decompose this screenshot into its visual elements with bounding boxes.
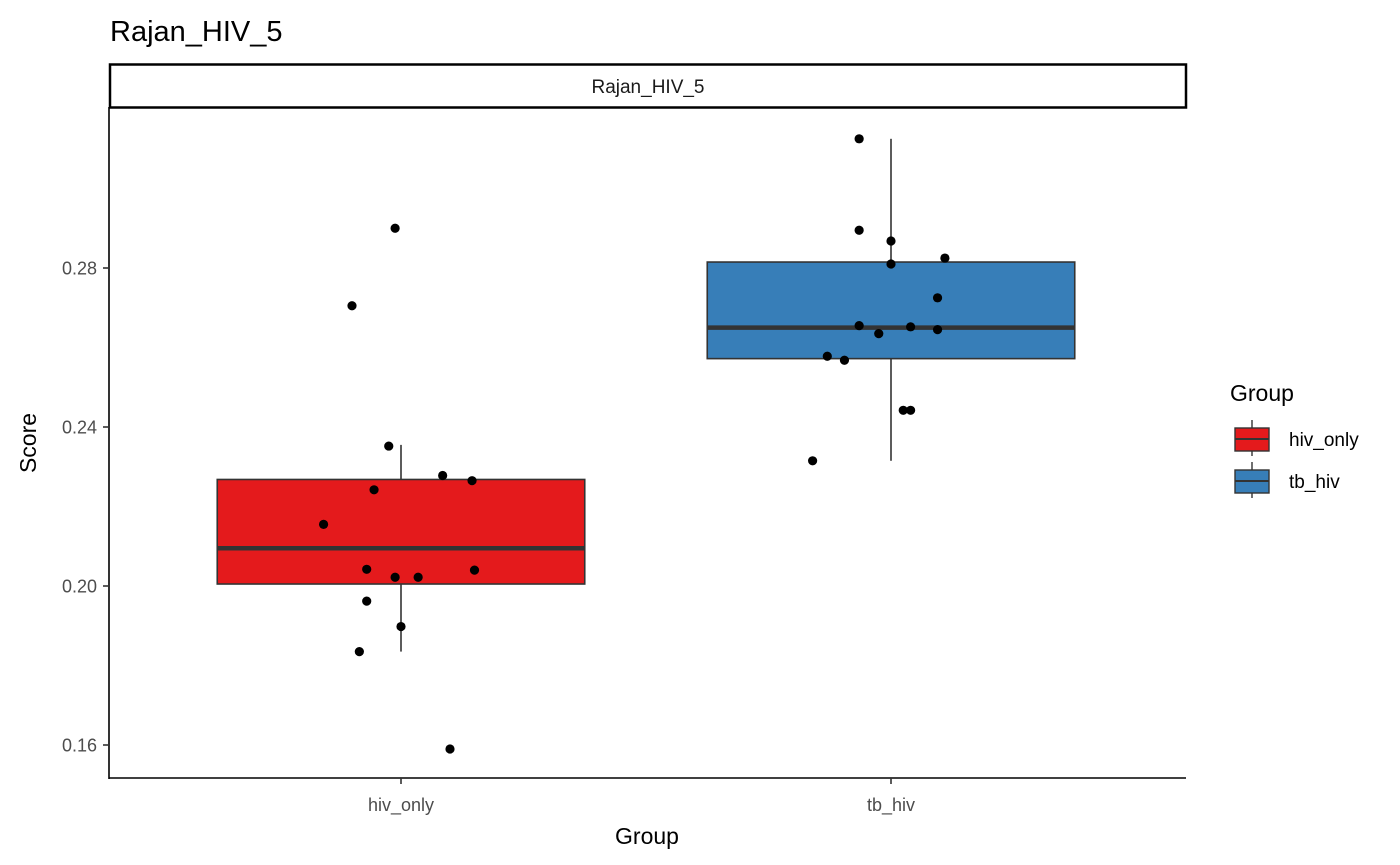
chart-title: Rajan_HIV_5 bbox=[110, 16, 283, 48]
legend-label: hiv_only bbox=[1289, 430, 1359, 451]
data-point bbox=[362, 564, 372, 574]
x-tick-label: hiv_only bbox=[368, 795, 434, 816]
data-point bbox=[396, 621, 406, 632]
data-point bbox=[362, 596, 372, 606]
y-tick-label: 0.20 bbox=[62, 577, 97, 597]
box-body bbox=[706, 261, 1076, 360]
data-point bbox=[898, 405, 908, 415]
box-tb_hiv bbox=[706, 138, 1076, 461]
data-point bbox=[469, 565, 480, 575]
data-point bbox=[808, 456, 818, 466]
y-tick-label: 0.16 bbox=[62, 736, 97, 756]
data-point bbox=[384, 441, 394, 451]
data-point bbox=[369, 485, 379, 495]
facet-strip-label: Rajan_HIV_5 bbox=[591, 77, 704, 98]
data-point bbox=[318, 519, 329, 529]
legend-item-tb_hiv: tb_hiv bbox=[1234, 462, 1340, 498]
y-axis-title: Score bbox=[15, 413, 41, 473]
x-axis-title: Group bbox=[615, 823, 679, 849]
data-point bbox=[854, 134, 864, 144]
data-point bbox=[886, 259, 896, 269]
data-point bbox=[445, 744, 455, 754]
data-point bbox=[347, 301, 357, 311]
legend-item-hiv_only: hiv_only bbox=[1234, 420, 1359, 456]
legend-label: tb_hiv bbox=[1289, 472, 1340, 493]
box-hiv_only bbox=[216, 444, 586, 652]
data-point bbox=[906, 405, 916, 415]
y-tick-label: 0.24 bbox=[62, 418, 97, 438]
data-point bbox=[839, 355, 850, 365]
data-point bbox=[932, 325, 943, 335]
data-point bbox=[932, 293, 943, 303]
facet-strip bbox=[108, 63, 1188, 109]
box-body bbox=[216, 478, 586, 585]
data-point bbox=[854, 321, 864, 331]
data-point bbox=[886, 236, 896, 246]
y-axis-ticks: 0.16 0.20 0.24 0.28 bbox=[62, 259, 109, 756]
data-point bbox=[467, 476, 477, 486]
data-point bbox=[390, 572, 400, 582]
data-point bbox=[906, 322, 916, 332]
data-point bbox=[390, 223, 400, 233]
data-point bbox=[438, 470, 448, 481]
data-point bbox=[413, 572, 423, 582]
jitter-points-layer bbox=[318, 134, 950, 754]
y-tick-label: 0.28 bbox=[62, 259, 97, 279]
x-axis-ticks: hiv_only tb_hiv bbox=[368, 778, 915, 816]
data-point bbox=[354, 646, 364, 657]
data-point bbox=[874, 328, 884, 339]
data-point bbox=[854, 225, 864, 235]
box-layer bbox=[216, 138, 1076, 652]
data-point bbox=[822, 351, 832, 361]
legend: Group hiv_only tb_hiv bbox=[1230, 380, 1359, 498]
x-tick-label: tb_hiv bbox=[867, 795, 915, 816]
legend-title: Group bbox=[1230, 380, 1294, 406]
data-point bbox=[940, 253, 950, 263]
